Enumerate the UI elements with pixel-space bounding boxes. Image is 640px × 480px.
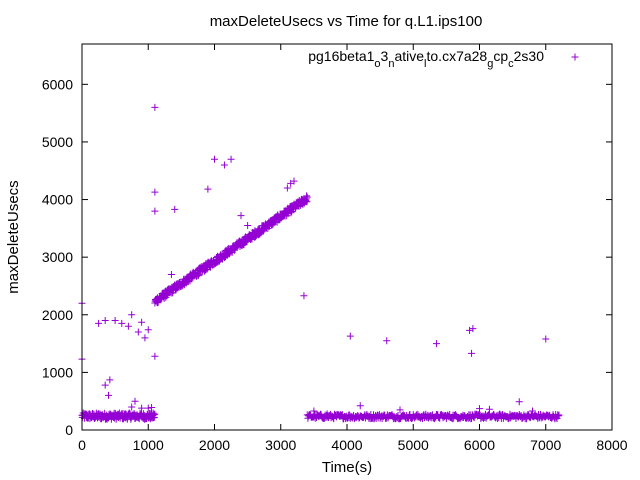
data-point bbox=[554, 412, 562, 420]
legend-marker-plus bbox=[571, 53, 579, 61]
y-tick-label: 3000 bbox=[42, 249, 73, 265]
data-point-outlier bbox=[171, 205, 179, 213]
data-point-outlier bbox=[141, 334, 149, 342]
x-tick-label: 0 bbox=[78, 437, 86, 453]
data-point bbox=[151, 410, 159, 418]
data-point-outlier bbox=[105, 391, 112, 399]
x-tick-label: 1000 bbox=[133, 437, 164, 453]
data-point-outlier bbox=[128, 403, 136, 411]
legend-marker bbox=[571, 53, 579, 61]
legend-label-part: 2s30 bbox=[514, 48, 545, 64]
data-point-outlier bbox=[138, 318, 146, 326]
x-axis: 0 1000 2000 3000 4000 5000 6000 7000 8000 bbox=[78, 44, 628, 453]
data-point-outlier bbox=[101, 317, 109, 325]
legend: pg16beta1o3nativelto.cx7a28gcpc2s30 bbox=[308, 48, 579, 70]
data-point bbox=[195, 271, 203, 279]
x-tick-label: 5000 bbox=[398, 437, 429, 453]
data-point-outlier bbox=[227, 155, 235, 163]
legend-label-part: to.cx7a28 bbox=[427, 48, 488, 64]
data-point-outlier bbox=[131, 397, 139, 405]
chart-title: maxDeleteUsecs vs Time for q.L1.ips100 bbox=[210, 13, 483, 30]
data-point-outlier bbox=[310, 407, 318, 415]
legend-label-part: cp bbox=[493, 48, 508, 64]
data-point-outlier bbox=[151, 352, 159, 360]
data-point-outlier bbox=[244, 221, 252, 229]
x-axis-label: Time(s) bbox=[322, 459, 372, 476]
x-tick-label: 7000 bbox=[530, 437, 561, 453]
data-point-outlier bbox=[148, 404, 156, 412]
data-point-outlier bbox=[542, 335, 550, 343]
y-tick-label: 4000 bbox=[42, 192, 73, 208]
data-point-outlier bbox=[283, 184, 291, 192]
data-point-outlier bbox=[101, 381, 109, 389]
legend-label-part: pg16beta1 bbox=[308, 48, 374, 64]
data-point bbox=[555, 411, 563, 419]
data-point-outlier bbox=[323, 410, 331, 418]
legend-label-part: n bbox=[388, 58, 394, 70]
data-point bbox=[446, 410, 454, 418]
data-point-outlier bbox=[144, 404, 152, 412]
x-tick-label: 4000 bbox=[331, 437, 362, 453]
legend-label: pg16beta1o3nativelto.cx7a28gcpc2s30 bbox=[308, 48, 544, 70]
data-point-outlier bbox=[290, 177, 298, 185]
data-point-outlier bbox=[396, 406, 404, 414]
data-point-outlier bbox=[138, 404, 146, 412]
data-point-outlier bbox=[466, 326, 474, 334]
data-point-outlier bbox=[515, 398, 523, 406]
data-point-outlier bbox=[476, 405, 483, 413]
x-tick-label: 3000 bbox=[265, 437, 296, 453]
legend-label-part: ative bbox=[394, 48, 424, 64]
data-point-outlier bbox=[468, 349, 476, 357]
data-point-outlier bbox=[300, 292, 308, 300]
data-point-outlier bbox=[128, 311, 136, 319]
data-point-outlier bbox=[124, 322, 132, 330]
data-point-outlier bbox=[144, 326, 152, 334]
y-axis-label: maxDeleteUsecs bbox=[5, 180, 22, 293]
data-point-outlier bbox=[151, 188, 159, 196]
x-tick-label: 8000 bbox=[596, 437, 627, 453]
data-point-outlier bbox=[356, 402, 364, 410]
data-point-outlier bbox=[220, 161, 228, 169]
data-point-outlier bbox=[383, 337, 391, 345]
data-point-outlier bbox=[346, 332, 354, 340]
data-point-outlier bbox=[204, 185, 212, 193]
data-point-outlier bbox=[106, 376, 114, 384]
plot-area bbox=[78, 103, 563, 423]
data-point bbox=[303, 193, 311, 201]
y-tick-label: 2000 bbox=[42, 307, 73, 323]
legend-label-part: o bbox=[374, 58, 380, 70]
data-point-outlier bbox=[151, 103, 159, 111]
data-point-outlier bbox=[151, 207, 159, 215]
data-point-outlier bbox=[167, 270, 175, 278]
y-tick-label: 6000 bbox=[42, 76, 73, 92]
data-point-outlier bbox=[111, 317, 119, 325]
data-point-outlier bbox=[95, 319, 103, 327]
legend-label-part: l bbox=[424, 58, 426, 70]
data-point-outlier bbox=[485, 405, 493, 413]
legend-label-part: g bbox=[487, 58, 493, 70]
series bbox=[78, 103, 563, 423]
legend-label-part: 3 bbox=[381, 48, 389, 64]
legend-label-part: c bbox=[508, 58, 514, 70]
data-point-outlier bbox=[118, 319, 126, 327]
y-tick-label: 5000 bbox=[42, 134, 73, 150]
data-point-outlier bbox=[432, 340, 440, 348]
data-point-outlier bbox=[134, 328, 142, 336]
y-axis: 0 1000 2000 3000 4000 5000 6000 bbox=[42, 76, 612, 438]
data-point-outlier bbox=[211, 155, 218, 163]
y-tick-label: 0 bbox=[65, 422, 73, 438]
y-tick-label: 1000 bbox=[42, 364, 73, 380]
x-tick-label: 2000 bbox=[199, 437, 230, 453]
x-tick-label: 6000 bbox=[464, 437, 495, 453]
data-point bbox=[287, 209, 295, 217]
data-point-outlier bbox=[529, 407, 536, 415]
data-point-outlier bbox=[237, 212, 245, 220]
data-point-outlier bbox=[469, 325, 477, 333]
